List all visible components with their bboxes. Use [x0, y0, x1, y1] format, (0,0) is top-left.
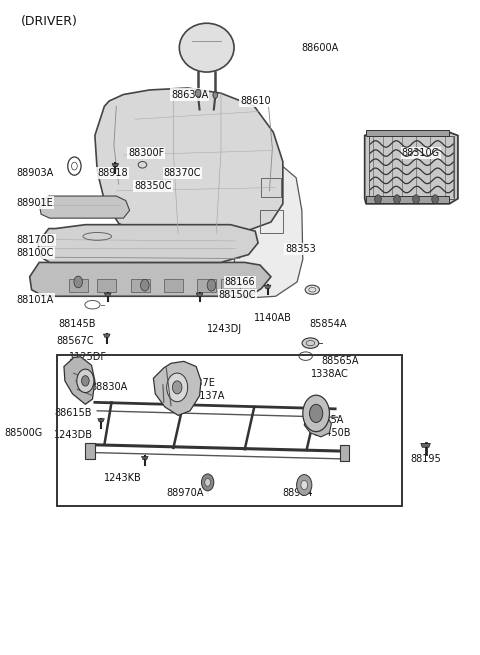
Text: 88166: 88166	[225, 277, 255, 287]
Bar	[340, 445, 349, 461]
Text: 88630A: 88630A	[171, 90, 208, 100]
Polygon shape	[142, 457, 148, 460]
Circle shape	[413, 195, 420, 204]
Text: 88101A: 88101A	[16, 295, 54, 305]
Text: 88150C: 88150C	[218, 290, 256, 300]
Text: 88195: 88195	[410, 454, 441, 464]
Polygon shape	[39, 196, 130, 218]
Text: 88353: 88353	[285, 244, 316, 254]
Circle shape	[202, 474, 214, 491]
Polygon shape	[38, 225, 258, 263]
Text: 88137E: 88137E	[178, 378, 215, 388]
Bar	[97, 278, 116, 291]
Ellipse shape	[302, 338, 319, 348]
Text: 88830A: 88830A	[90, 383, 127, 392]
Circle shape	[213, 92, 217, 98]
Text: 88904: 88904	[283, 489, 313, 498]
Text: 88350C: 88350C	[134, 181, 172, 191]
Text: 88901E: 88901E	[16, 198, 53, 208]
Text: 1125DF: 1125DF	[69, 352, 107, 362]
Polygon shape	[304, 409, 331, 437]
Text: 88615B: 88615B	[54, 409, 92, 419]
Bar	[131, 278, 150, 291]
Polygon shape	[64, 357, 95, 404]
Text: 88610: 88610	[240, 96, 271, 106]
Text: 88600A: 88600A	[302, 43, 339, 52]
Text: 1338AC: 1338AC	[312, 369, 349, 379]
Bar	[366, 196, 449, 202]
Polygon shape	[154, 362, 201, 415]
Polygon shape	[95, 88, 283, 240]
Text: 88137A: 88137A	[188, 391, 225, 401]
Text: (DRIVER): (DRIVER)	[21, 15, 78, 28]
Circle shape	[375, 195, 381, 204]
Circle shape	[77, 369, 94, 392]
Bar	[197, 278, 216, 291]
Bar	[164, 278, 183, 291]
Text: 88903A: 88903A	[16, 168, 54, 178]
Circle shape	[141, 279, 149, 291]
Text: 1243KB: 1243KB	[104, 474, 142, 483]
Text: 1243DB: 1243DB	[54, 430, 94, 440]
Polygon shape	[421, 443, 431, 447]
Bar	[262, 178, 281, 197]
Polygon shape	[234, 159, 303, 298]
Circle shape	[301, 481, 308, 489]
Text: 88918: 88918	[97, 168, 128, 178]
Circle shape	[82, 376, 89, 386]
Polygon shape	[98, 419, 104, 422]
Circle shape	[74, 276, 83, 288]
Ellipse shape	[305, 285, 320, 294]
Circle shape	[297, 475, 312, 495]
Text: 85854A: 85854A	[309, 319, 347, 329]
Text: 88145B: 88145B	[58, 319, 96, 329]
Circle shape	[172, 381, 182, 394]
Circle shape	[303, 395, 329, 432]
Polygon shape	[196, 293, 203, 296]
Bar	[221, 278, 240, 291]
Bar	[69, 278, 88, 291]
Circle shape	[432, 195, 438, 204]
Polygon shape	[103, 334, 110, 337]
Text: 88300F: 88300F	[128, 148, 165, 158]
Text: 88170D: 88170D	[16, 234, 55, 244]
Polygon shape	[30, 263, 271, 296]
Text: 88500G: 88500G	[4, 428, 43, 438]
Polygon shape	[112, 164, 119, 167]
Text: 88370C: 88370C	[164, 168, 202, 178]
Text: 88970A: 88970A	[166, 489, 204, 498]
Text: 1140AB: 1140AB	[254, 312, 292, 323]
Circle shape	[207, 279, 216, 291]
Circle shape	[167, 373, 188, 402]
Text: 88565A: 88565A	[321, 356, 359, 366]
Bar	[366, 130, 449, 136]
Bar	[85, 443, 95, 459]
Circle shape	[310, 404, 323, 422]
Text: 88615A: 88615A	[307, 415, 344, 425]
Text: 88100C: 88100C	[16, 248, 54, 257]
Polygon shape	[365, 132, 458, 204]
Polygon shape	[104, 293, 111, 296]
Bar	[260, 210, 283, 233]
Text: 88567C: 88567C	[57, 335, 95, 346]
Bar	[57, 355, 402, 506]
Text: 88450B: 88450B	[314, 428, 351, 438]
Circle shape	[195, 89, 201, 97]
Circle shape	[394, 195, 400, 204]
Text: 1243DJ: 1243DJ	[207, 324, 242, 334]
Polygon shape	[264, 285, 271, 288]
Text: 88310G: 88310G	[402, 148, 440, 158]
Circle shape	[205, 479, 211, 486]
Ellipse shape	[180, 23, 234, 72]
Bar	[370, 136, 454, 198]
